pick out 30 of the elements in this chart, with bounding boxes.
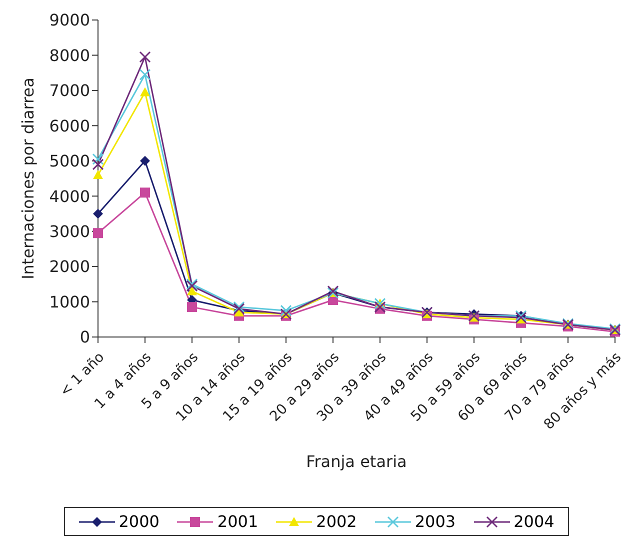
y-tick-label: 4000: [49, 186, 90, 206]
y-tick-label: 9000: [49, 10, 90, 30]
legend-label: 2004: [512, 512, 554, 531]
y-tick-label: 3000: [49, 222, 90, 242]
legend-label: 2000: [118, 512, 160, 531]
point: [187, 302, 197, 312]
point: [140, 87, 150, 96]
y-tick-label: 5000: [49, 152, 90, 171]
point: [140, 156, 150, 166]
point: [280, 304, 292, 316]
x-axis-title: Franja etaria: [306, 452, 407, 471]
y-tick-label: 6000: [49, 116, 90, 136]
y-axis-title: Internaciones por diarrea: [18, 78, 38, 280]
point: [139, 51, 151, 63]
y-tick-label: 1000: [49, 292, 90, 312]
y-tick-label: 2000: [49, 257, 90, 276]
point: [92, 153, 104, 165]
legend-label: 2001: [216, 512, 258, 531]
point: [187, 286, 197, 296]
point: [92, 158, 104, 170]
y-tick-label: 0: [80, 328, 90, 347]
point: [93, 228, 103, 238]
point: [140, 188, 150, 198]
point: [93, 208, 103, 219]
point: [139, 68, 151, 80]
y-tick-label: 8000: [49, 46, 90, 65]
point: [93, 170, 103, 179]
legend-label: 2003: [414, 512, 456, 531]
y-tick-label: 7000: [49, 81, 90, 100]
legend-label: 2002: [315, 512, 357, 531]
